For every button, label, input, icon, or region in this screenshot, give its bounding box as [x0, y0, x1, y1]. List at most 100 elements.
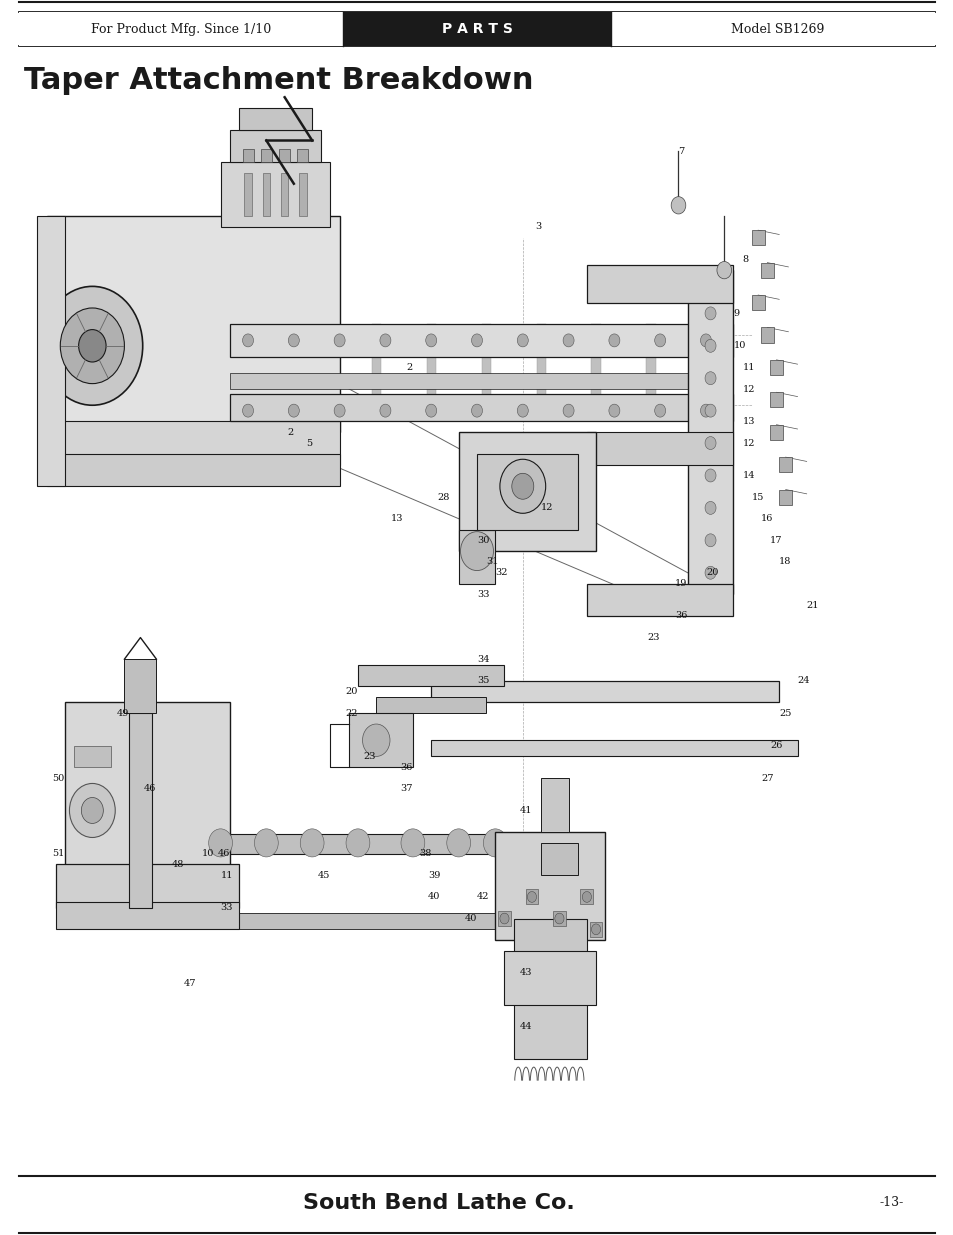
- Circle shape: [555, 913, 563, 924]
- Circle shape: [700, 404, 711, 417]
- Bar: [65, 703, 230, 876]
- Text: 38: 38: [418, 850, 431, 858]
- Bar: [244, 173, 252, 216]
- Bar: [279, 149, 290, 162]
- Text: 46: 46: [217, 850, 230, 858]
- Bar: [646, 325, 655, 421]
- Text: 50: 50: [52, 773, 65, 783]
- Circle shape: [471, 404, 482, 417]
- Circle shape: [511, 473, 534, 499]
- Circle shape: [704, 340, 716, 352]
- Bar: [47, 421, 339, 464]
- Bar: [779, 457, 791, 472]
- Bar: [687, 270, 733, 594]
- Bar: [19, 12, 343, 46]
- Bar: [47, 453, 339, 487]
- Circle shape: [700, 333, 711, 347]
- Bar: [579, 889, 593, 904]
- Circle shape: [499, 459, 545, 514]
- Bar: [230, 394, 733, 421]
- Text: 2: 2: [406, 363, 413, 372]
- Bar: [431, 740, 797, 756]
- Text: 15: 15: [751, 493, 763, 501]
- Text: 3: 3: [535, 222, 540, 231]
- Bar: [281, 173, 288, 216]
- Text: 40: 40: [428, 893, 440, 902]
- Circle shape: [704, 469, 716, 482]
- Bar: [540, 842, 578, 876]
- Circle shape: [425, 333, 436, 347]
- Text: 14: 14: [741, 471, 755, 480]
- Bar: [586, 584, 733, 616]
- Text: 37: 37: [400, 784, 413, 793]
- Circle shape: [70, 783, 115, 837]
- Text: Model SB1269: Model SB1269: [730, 22, 823, 36]
- Circle shape: [288, 333, 299, 347]
- Circle shape: [334, 333, 345, 347]
- Bar: [242, 149, 253, 162]
- Text: 21: 21: [806, 600, 819, 610]
- Circle shape: [562, 333, 574, 347]
- Bar: [586, 432, 733, 464]
- Bar: [540, 778, 568, 832]
- Bar: [349, 714, 413, 767]
- Bar: [262, 173, 270, 216]
- Text: 19: 19: [675, 579, 687, 588]
- Bar: [230, 130, 321, 162]
- Circle shape: [209, 829, 233, 857]
- Text: 45: 45: [317, 871, 330, 879]
- Bar: [751, 230, 763, 246]
- Circle shape: [717, 262, 731, 279]
- Circle shape: [499, 913, 509, 924]
- Bar: [589, 921, 602, 937]
- Bar: [343, 12, 610, 46]
- Bar: [513, 919, 586, 962]
- Circle shape: [704, 566, 716, 579]
- Circle shape: [60, 308, 124, 384]
- Bar: [458, 432, 596, 551]
- Text: 39: 39: [428, 871, 440, 879]
- Bar: [124, 659, 156, 714]
- Circle shape: [346, 829, 370, 857]
- Bar: [372, 325, 380, 421]
- Bar: [220, 162, 330, 227]
- Text: 33: 33: [476, 590, 489, 599]
- Text: 12: 12: [540, 504, 553, 513]
- Text: 8: 8: [741, 254, 748, 264]
- Text: 48: 48: [172, 860, 184, 869]
- Circle shape: [288, 404, 299, 417]
- Text: 20: 20: [705, 568, 718, 577]
- Bar: [74, 746, 111, 767]
- Bar: [260, 149, 272, 162]
- Text: 36: 36: [400, 763, 413, 772]
- Circle shape: [483, 829, 507, 857]
- Bar: [37, 216, 65, 487]
- Circle shape: [654, 333, 665, 347]
- Text: 30: 30: [476, 536, 489, 545]
- Text: 35: 35: [476, 677, 489, 685]
- Text: 40: 40: [464, 914, 476, 923]
- Text: 11: 11: [741, 363, 755, 372]
- Text: 24: 24: [797, 677, 809, 685]
- Text: 7: 7: [678, 147, 684, 156]
- Bar: [497, 911, 511, 926]
- Bar: [553, 911, 565, 926]
- Text: 5: 5: [306, 438, 312, 447]
- Bar: [760, 263, 773, 278]
- Text: 31: 31: [486, 557, 498, 567]
- Bar: [357, 664, 504, 687]
- Circle shape: [42, 287, 143, 405]
- Circle shape: [591, 924, 600, 935]
- Text: 27: 27: [760, 773, 773, 783]
- Bar: [481, 325, 490, 421]
- Text: 42: 42: [476, 893, 489, 902]
- Bar: [375, 697, 486, 714]
- Bar: [230, 325, 733, 357]
- Text: 18: 18: [779, 557, 791, 567]
- Text: 36: 36: [675, 611, 687, 620]
- Circle shape: [334, 404, 345, 417]
- Circle shape: [704, 501, 716, 515]
- Text: Taper Attachment Breakdown: Taper Attachment Breakdown: [24, 65, 533, 95]
- Bar: [316, 325, 326, 421]
- Circle shape: [78, 330, 106, 362]
